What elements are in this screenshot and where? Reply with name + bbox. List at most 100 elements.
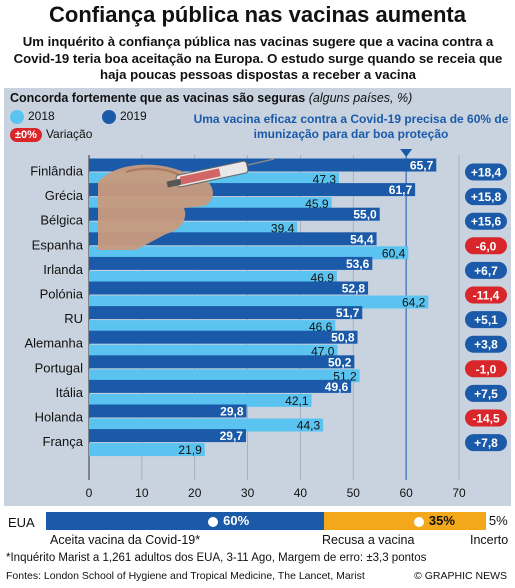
value-label-2019: 52,8 [342, 282, 366, 296]
eua-uncertain-segment [485, 512, 509, 530]
legend-item-2019: 2019 [102, 109, 147, 124]
bar-2018 [89, 344, 338, 358]
value-label-2018: 60,4 [382, 246, 406, 260]
legend-label-2018: 2018 [28, 109, 55, 123]
bar-2018 [89, 443, 205, 457]
category-label: RU [64, 311, 83, 326]
variation-pill [465, 237, 507, 255]
bar-2018 [89, 369, 360, 383]
bar-2018 [89, 270, 337, 284]
value-label-2019: 49,6 [325, 380, 349, 394]
x-tick-label: 70 [452, 486, 466, 500]
variation-pill [465, 311, 507, 329]
value-label-2019: 53,6 [346, 257, 370, 271]
legend-swatch-2018 [10, 109, 24, 124]
legend-label-variation: Variação [45, 127, 93, 141]
category-label: Espanha [32, 237, 84, 252]
variation-label: -14,5 [472, 412, 500, 426]
value-label-2018: 46,9 [311, 271, 335, 285]
reference-marker [400, 149, 413, 157]
eua-stacked-bar: 60% 35% 5% [46, 512, 509, 530]
variation-pill [465, 335, 507, 353]
eua-refuse-value: 35% [428, 513, 455, 528]
legend-swatch-2019 [102, 109, 116, 124]
variation-pill [465, 188, 507, 206]
footnote: *Inquérito Marist a 1,261 adultos dos EU… [6, 552, 427, 564]
bar-2019 [89, 158, 437, 172]
value-label-2018: 45,9 [305, 197, 329, 211]
value-label-2018: 64,2 [402, 296, 426, 310]
value-label-2019: 61,7 [389, 183, 413, 197]
bar-2019 [89, 355, 355, 369]
bar-2018 [89, 295, 429, 309]
bar-2019 [89, 330, 358, 344]
variation-label: +7,8 [474, 436, 498, 450]
variation-label: +15,6 [471, 215, 502, 229]
value-label-2018: 44,3 [297, 419, 321, 433]
subtitle: Um inquérito à confiança pública nas vac… [13, 34, 503, 82]
eua-refuse-marker [412, 516, 425, 528]
syringe-hand-illustration [98, 158, 275, 250]
variation-label: +18,4 [471, 166, 502, 180]
eua-accept-caption: Aceita vacina da Covid-19* [50, 533, 201, 547]
threshold-note: Uma vacina eficaz contra a Covid-19 prec… [193, 112, 509, 141]
variation-label: +3,8 [474, 338, 498, 352]
eua-label: EUA [8, 515, 35, 530]
eua-accept-value: 60% [223, 513, 250, 528]
bar-2019 [89, 379, 352, 393]
value-label-2018: 46,6 [309, 320, 333, 334]
eua-accept-marker [207, 516, 220, 528]
chart-heading: Concorda fortemente que as vacinas são s… [10, 91, 412, 105]
x-tick-label: 40 [294, 486, 308, 500]
category-label: Portugal [35, 360, 84, 375]
value-label-2018: 47,0 [311, 345, 335, 359]
legend-item-variation: ±0% Variação [10, 127, 92, 142]
value-label-2019: 54,4 [350, 232, 374, 246]
variation-label: +15,8 [471, 190, 502, 204]
variation-pill [465, 384, 507, 402]
bar-2018 [89, 418, 324, 432]
variation-pill [465, 261, 507, 279]
variation-label: -1,0 [476, 362, 497, 376]
variation-label: +7,5 [474, 387, 498, 401]
category-label: Irlanda [43, 262, 84, 277]
value-label-2019: 29,8 [220, 405, 244, 419]
value-label-2019: 29,7 [220, 429, 244, 443]
category-label: Alemanha [24, 336, 83, 351]
eua-refuse-caption: Recusa a vacina [322, 533, 415, 547]
eua-accept-segment [46, 512, 324, 530]
variation-label: +5,1 [474, 313, 498, 327]
eua-uncertain-value: 5% [488, 513, 508, 528]
value-label-2018: 42,1 [285, 394, 309, 408]
value-label-2018: 39,4 [271, 222, 295, 236]
category-label: Holanda [35, 410, 84, 425]
sources: Fontes: London School of Hygiene and Tro… [6, 570, 365, 582]
x-tick-label: 60 [399, 486, 413, 500]
value-label-2018: 51,2 [333, 369, 357, 383]
bar-2019 [89, 429, 246, 443]
bar-2019 [89, 256, 373, 270]
variation-label: -6,0 [476, 239, 497, 253]
variation-pill [465, 163, 507, 181]
variation-pill [465, 409, 507, 427]
bar-2018 [89, 393, 312, 407]
bar-2019 [89, 281, 369, 295]
category-label: Itália [56, 385, 84, 400]
eua-uncertain-caption: Incerto [470, 533, 509, 547]
page-title: Confiança pública nas vacinas aumenta [49, 2, 466, 27]
value-label-2019: 51,7 [336, 306, 360, 320]
chart-subtitle: (alguns países, %) [308, 91, 413, 105]
x-tick-label: 50 [347, 486, 361, 500]
variation-label: +6,7 [474, 264, 498, 278]
value-label-2019: 55,0 [353, 208, 377, 222]
legend-item-2018: 2018 [10, 109, 55, 124]
bar-chart: 0 10 20 30 40 50 60 70 Finlândia 65,7 47,3 +18,4 Gré… [24, 149, 507, 500]
variation-pill [465, 286, 507, 304]
x-tick-label: 0 [86, 486, 93, 500]
variation-pill [465, 434, 507, 452]
x-tick-label: 10 [135, 486, 149, 500]
category-label: França [43, 434, 84, 449]
value-label-2019: 50,8 [331, 331, 355, 345]
x-tick-label: 20 [188, 486, 202, 500]
variation-pill [465, 360, 507, 378]
